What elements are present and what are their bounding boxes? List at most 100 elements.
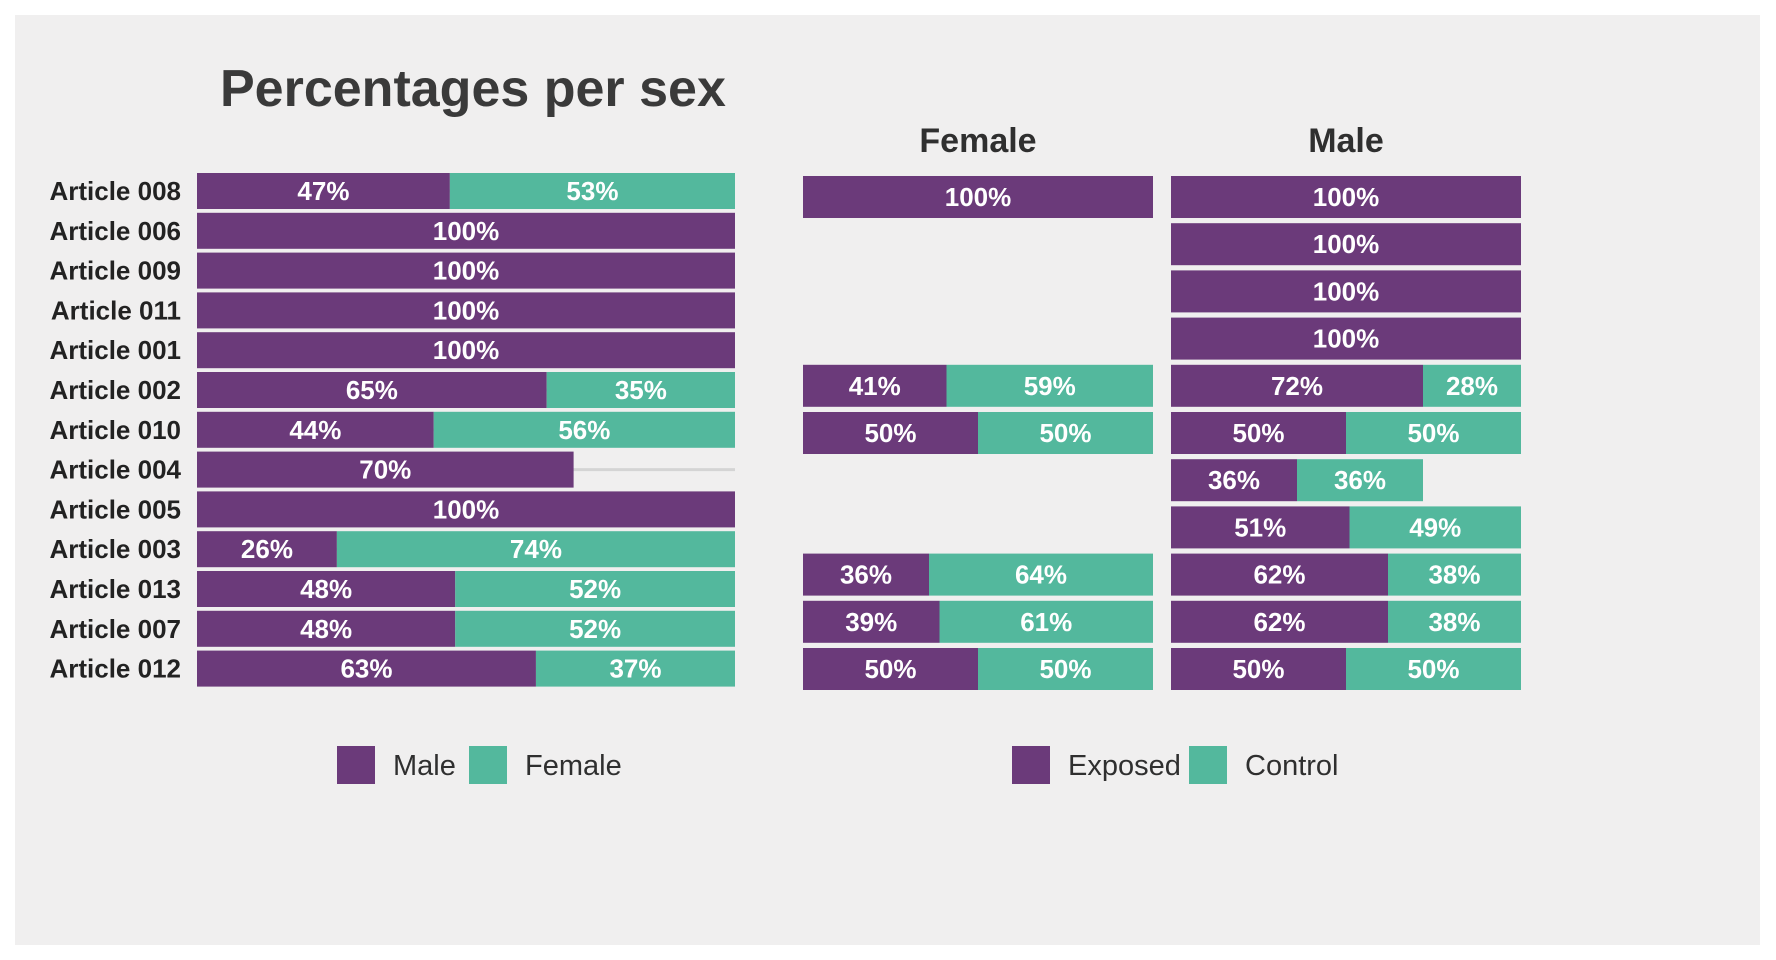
bar-exposed [803, 176, 1153, 218]
legend-swatch [1012, 746, 1050, 784]
bar-label-exposed: 72% [1271, 371, 1323, 401]
bar-male [197, 491, 735, 528]
bar-label-female: 52% [569, 574, 621, 604]
bar-exposed [1171, 176, 1521, 218]
bar-control [1346, 412, 1521, 454]
bar-control [1423, 364, 1521, 407]
bar-label-male: 65% [346, 375, 398, 405]
bar-male [197, 650, 536, 687]
legend-swatch [469, 746, 507, 784]
bar-label-control: 50% [1407, 418, 1459, 448]
bar-female [546, 372, 735, 408]
bar-exposed [803, 600, 940, 643]
bar-male [197, 372, 547, 408]
bar-exposed [803, 553, 929, 596]
y-tick-label: Article 003 [49, 534, 181, 564]
bar-label-female: 74% [510, 534, 562, 564]
y-tick-label: Article 007 [49, 614, 181, 644]
bar-exposed [1171, 648, 1346, 690]
bar-label-male: 47% [297, 176, 349, 206]
bar-label-control: 38% [1428, 560, 1480, 590]
chart-panel: Percentages per sex Article 008 53% 47% Art… [15, 15, 1760, 945]
bar-label-exposed: 51% [1234, 512, 1286, 542]
bar-female [336, 531, 735, 568]
bar-control [1388, 553, 1521, 596]
bar-male [197, 292, 735, 329]
bar-control [1297, 459, 1423, 502]
bar-label-exposed: 100% [1313, 324, 1380, 354]
bar-label-exposed: 50% [1232, 654, 1284, 684]
bar-label-control: 36% [1334, 465, 1386, 495]
bar-label-exposed: 62% [1253, 560, 1305, 590]
bar-label-control: 64% [1015, 560, 1067, 590]
bar-exposed [1171, 412, 1346, 454]
bar-label-male: 100% [433, 295, 500, 325]
bar-label-male: 48% [300, 574, 352, 604]
bar-label-exposed: 100% [1313, 182, 1380, 212]
y-tick-label: Article 010 [49, 415, 181, 445]
bar-label-exposed: 50% [864, 418, 916, 448]
bar-label-exposed: 62% [1253, 607, 1305, 637]
bar-control [978, 412, 1153, 454]
bar-label-exposed: 100% [1313, 229, 1380, 259]
bar-label-female: 35% [615, 375, 667, 405]
y-tick-label: Article 008 [49, 176, 181, 206]
bar-control [1388, 600, 1521, 643]
bar-label-control: 50% [1039, 654, 1091, 684]
bar-female [455, 610, 735, 647]
legend-label: Female [525, 750, 622, 782]
bar-female [455, 571, 735, 607]
y-tick-label: Article 013 [49, 574, 181, 604]
y-tick-label: Article 002 [49, 375, 181, 405]
bar-label-male: 70% [359, 455, 411, 485]
bar-exposed [1171, 317, 1521, 360]
chart-title: Percentages per sex [220, 60, 726, 118]
facet-panels: Female 100% 41% 59% 50% 50% 36% 64% 39% 61% 50% 50%… [803, 122, 1521, 690]
bar-label-male: 63% [340, 654, 392, 684]
bar-control [939, 600, 1153, 643]
bar-label-male: 100% [433, 216, 500, 246]
bar-male [197, 531, 337, 568]
bar-male [197, 332, 735, 369]
bar-male [197, 411, 434, 448]
y-tick-label: Article 005 [49, 494, 181, 524]
y-tick-label: Article 001 [49, 335, 181, 365]
y-tick-label: Article 004 [49, 455, 181, 485]
bar-exposed [1171, 270, 1521, 313]
bar-label-control: 50% [1039, 418, 1091, 448]
bar-label-exposed: 41% [849, 371, 901, 401]
bar-male [197, 451, 574, 488]
bar-label-male: 26% [241, 534, 293, 564]
bar-label-exposed: 100% [1313, 276, 1380, 306]
bar-label-exposed: 36% [1208, 465, 1260, 495]
bar-label-control: 38% [1428, 607, 1480, 637]
facet-title: Male [1308, 122, 1384, 160]
bar-exposed [803, 364, 947, 407]
legend-sex: Male Female [337, 746, 622, 784]
bar-label-male: 44% [289, 415, 341, 445]
bar-label-control: 50% [1407, 654, 1459, 684]
bar-label-exposed: 36% [840, 560, 892, 590]
bar-exposed [1171, 459, 1297, 502]
bar-label-control: 49% [1409, 512, 1461, 542]
bar-control [1346, 648, 1521, 690]
bar-label-male: 48% [300, 614, 352, 644]
bar-exposed [803, 648, 978, 690]
bar-female [535, 650, 735, 687]
bar-control [946, 364, 1153, 407]
bar-label-exposed: 100% [945, 182, 1012, 212]
bar-exposed [1171, 506, 1350, 549]
y-tick-label: Article 012 [49, 654, 181, 684]
bar-label-female: 37% [609, 654, 661, 684]
bar-exposed [1171, 223, 1521, 266]
bar-label-female: 53% [566, 176, 618, 206]
bar-label-control: 28% [1446, 371, 1498, 401]
bar-exposed [803, 412, 978, 454]
bar-label-male: 100% [433, 256, 500, 286]
facet-title: Female [919, 122, 1036, 160]
bar-male [197, 571, 456, 607]
bar-label-control: 61% [1020, 607, 1072, 637]
bar-label-female: 52% [569, 614, 621, 644]
legend-label: Control [1245, 750, 1339, 782]
bar-exposed [1171, 553, 1388, 596]
